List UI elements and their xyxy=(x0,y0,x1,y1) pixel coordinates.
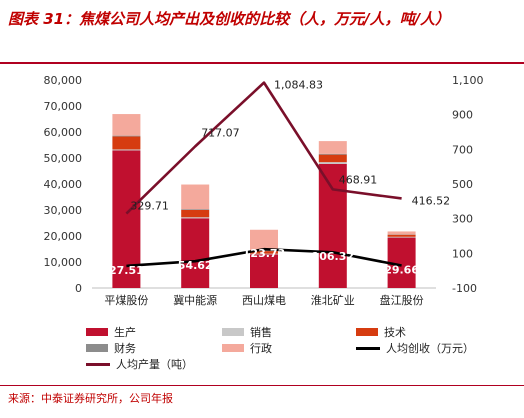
x-tick-label: 平煤股份 xyxy=(104,294,148,307)
y-right-tick-label: 300 xyxy=(452,213,473,226)
revenue-data-label: 29.66 xyxy=(384,264,419,277)
legend-swatch-revenue xyxy=(356,346,380,350)
legend-label-revenue: 人均创收（万元） xyxy=(386,342,474,355)
legend-item-tech: 技术 xyxy=(356,324,406,340)
y-left-tick-label: 70,000 xyxy=(44,100,83,113)
legend-swatch-output xyxy=(86,362,110,366)
y-left-tick-label: 0 xyxy=(75,282,82,295)
bar-finance xyxy=(112,135,141,137)
legend-item-sales: 销售 xyxy=(222,324,272,340)
chart-title: 图表 31：焦煤公司人均产出及创收的比较（人，万元/人，吨/人） xyxy=(8,10,451,28)
legend-label-output: 人均产量（吨） xyxy=(116,358,193,371)
legend-swatch-production xyxy=(86,328,108,336)
bar-admin xyxy=(318,141,347,154)
source-note: 来源：中泰证券研究所，公司年报 xyxy=(8,392,173,405)
x-tick-label: 盘江股份 xyxy=(380,293,424,307)
line-output_line xyxy=(125,81,402,215)
bar-sales xyxy=(250,253,278,255)
y-left-tick-label: 60,000 xyxy=(44,126,83,139)
bar-sales xyxy=(112,149,141,151)
output-data-label: 329.71 xyxy=(130,200,169,213)
revenue-data-label: 54.62 xyxy=(178,259,213,272)
y-right-tick-label: 700 xyxy=(452,143,473,156)
y-left-tick-label: 10,000 xyxy=(44,256,83,269)
bar-admin xyxy=(181,184,210,210)
y-left-tick-label: 40,000 xyxy=(44,178,83,191)
line-revenue_line xyxy=(126,247,402,268)
y-left-tick-label: 50,000 xyxy=(44,152,83,165)
bar-tech xyxy=(181,210,210,218)
x-tick-label: 西山煤电 xyxy=(242,294,286,307)
chart-legend: 生产 销售 技术 财务 行政 人均创收（万元） 人均产量（吨） xyxy=(0,318,524,378)
legend-swatch-tech xyxy=(356,328,378,336)
output-data-label: 416.52 xyxy=(412,194,451,207)
bar-sales xyxy=(181,217,210,219)
revenue-data-label: 106.32 xyxy=(312,250,354,263)
y-right-tick-label: 1,100 xyxy=(452,74,484,87)
y-right-tick-label: 100 xyxy=(452,247,473,260)
legend-swatch-finance xyxy=(86,344,108,352)
legend-item-revenue: 人均创收（万元） xyxy=(356,340,474,356)
bar-admin xyxy=(250,229,278,251)
bar-production xyxy=(181,218,210,288)
bar-finance xyxy=(250,250,278,252)
bar-tech xyxy=(387,234,416,237)
revenue-data-label: 27.51 xyxy=(109,264,144,277)
legend-label-sales: 销售 xyxy=(250,326,272,339)
legend-label-production: 生产 xyxy=(114,326,136,339)
legend-label-tech: 技术 xyxy=(384,326,406,339)
bar-admin xyxy=(112,114,141,136)
bar-sales xyxy=(318,162,347,164)
bar-sales xyxy=(387,236,416,238)
legend-label-admin: 行政 xyxy=(250,342,272,355)
footer-rule xyxy=(0,385,524,386)
bar-production xyxy=(250,254,278,288)
bar-tech xyxy=(250,251,278,254)
y-left-tick-label: 30,000 xyxy=(44,204,83,217)
revenue-data-label: 123.73 xyxy=(243,247,285,260)
bar-tech xyxy=(112,136,141,150)
x-tick-label: 淮北矿业 xyxy=(311,294,355,307)
legend-label-finance: 财务 xyxy=(114,342,136,355)
bar-finance xyxy=(181,209,210,210)
combo-chart: 0 10,000 20,000 30,000 40,000 50,000 60,000 70,… xyxy=(44,74,484,307)
bar-finance xyxy=(318,153,347,155)
y-left-tick-label: 80,000 xyxy=(44,74,83,87)
bar-tech xyxy=(318,154,347,163)
x-tick-label: 冀中能源 xyxy=(173,293,217,307)
legend-item-finance: 财务 xyxy=(86,340,136,356)
bar-production xyxy=(318,163,347,288)
output-data-label: 468.91 xyxy=(339,173,378,186)
legend-item-admin: 行政 xyxy=(222,340,272,356)
legend-item-production: 生产 xyxy=(86,324,136,340)
y-right-tick-label: 900 xyxy=(452,109,473,122)
y-right-tick-label: -100 xyxy=(452,282,477,295)
legend-swatch-admin xyxy=(222,344,244,352)
y-right-tick-label: 500 xyxy=(452,178,473,191)
legend-item-output: 人均产量（吨） xyxy=(86,356,193,372)
bar-admin xyxy=(387,231,416,235)
output-data-label: 717.07 xyxy=(201,126,240,139)
output-data-label: 1,084.83 xyxy=(274,79,323,92)
legend-swatch-sales xyxy=(222,328,244,336)
y-left-tick-label: 20,000 xyxy=(44,230,83,243)
title-rule xyxy=(0,62,524,64)
